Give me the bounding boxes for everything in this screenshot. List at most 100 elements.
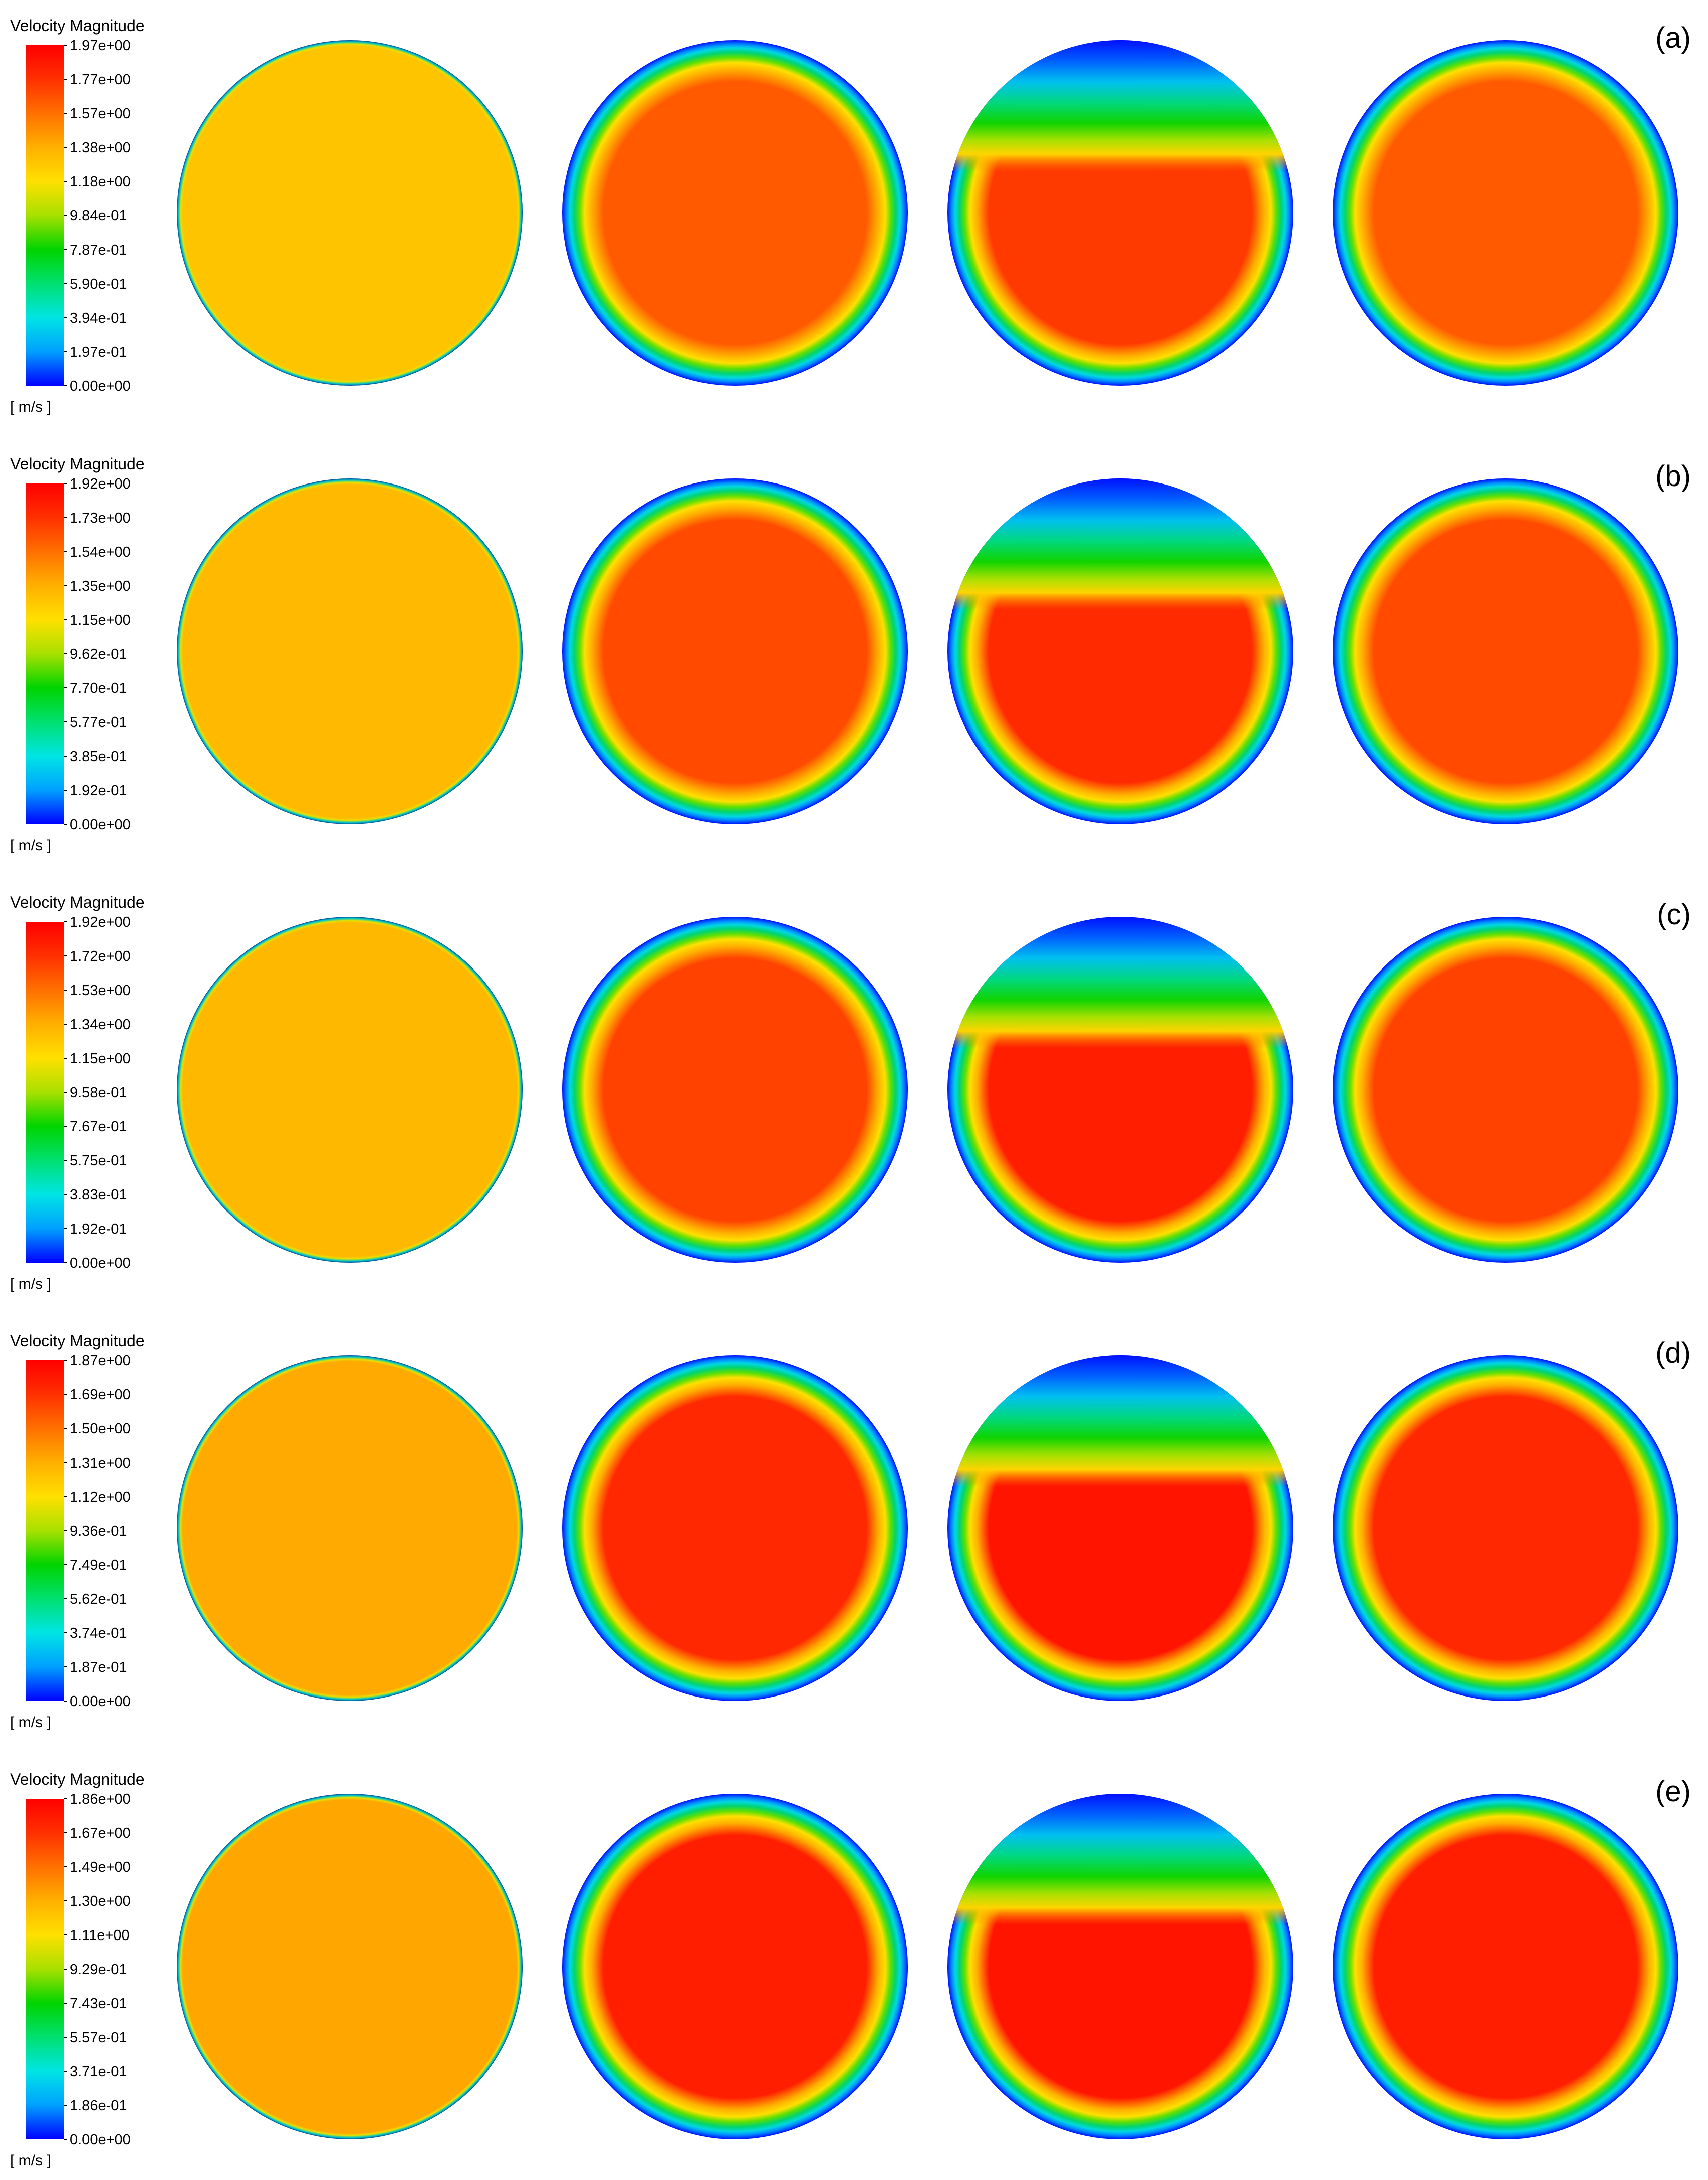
contour-disc-developed — [562, 917, 908, 1263]
contour-row: Velocity Magnitude 1.87e+00 1.69e+00 1.50e+… — [10, 1332, 1691, 1731]
colorbar-tick-label: 5.77e-01 — [70, 714, 127, 731]
contour-row: Velocity Magnitude 1.92e+00 1.72e+00 1.53e+… — [10, 893, 1691, 1292]
colorbar-tick-label: 1.77e+00 — [70, 72, 131, 88]
contour-disc-developed — [562, 1794, 908, 2139]
colorbar-tick-label: 1.54e+00 — [70, 544, 131, 560]
panel-label: (e) — [1655, 1775, 1691, 1808]
colorbar-tick-label: 7.49e-01 — [70, 1557, 127, 1573]
contour-row: Velocity Magnitude 1.86e+00 1.67e+00 1.49e+… — [10, 1770, 1691, 2169]
low-velocity-zone — [947, 40, 1293, 386]
colorbar-tick-label: 1.92e-01 — [70, 783, 127, 799]
legend-title: Velocity Magnitude — [10, 17, 145, 35]
contour-row: Velocity Magnitude 1.92e+00 1.73e+00 1.54e+… — [10, 455, 1691, 854]
legend-unit: [ m/s ] — [10, 1714, 51, 1731]
colorbar-tick-label: 5.57e-01 — [70, 2030, 127, 2046]
contour-disc-developed — [562, 1355, 908, 1701]
legend-title: Velocity Magnitude — [10, 455, 145, 473]
legend-title: Velocity Magnitude — [10, 893, 145, 911]
panel-label: (a) — [1655, 22, 1691, 54]
colorbar-tick-label: 1.15e+00 — [70, 1051, 131, 1067]
colorbar-tick-label: 7.70e-01 — [70, 680, 127, 696]
colorbar-tick-label: 1.86e-01 — [70, 2098, 127, 2114]
low-velocity-zone — [947, 1355, 1293, 1701]
colorbar — [26, 922, 64, 1263]
colorbar-tick-label: 0.00e+00 — [70, 378, 131, 394]
contour-disc-developed — [562, 40, 908, 386]
legend-unit: [ m/s ] — [10, 1276, 51, 1292]
colorbar — [26, 1360, 64, 1701]
colorbar-tick-label: 1.38e+00 — [70, 140, 131, 156]
colorbar-tick-label: 1.92e+00 — [70, 476, 131, 492]
contour-disc-developed — [562, 478, 908, 824]
colorbar-tick-label: 0.00e+00 — [70, 817, 131, 833]
colorbar-tick-label: 1.87e+00 — [70, 1353, 131, 1369]
colorbar-tick-label: 1.30e+00 — [70, 1893, 131, 1909]
colorbar-tick-label: 1.92e-01 — [70, 1221, 127, 1237]
low-velocity-zone — [947, 917, 1293, 1263]
contour-disc-recovered — [1333, 40, 1678, 386]
colorbar-tick-label: 1.97e+00 — [70, 38, 131, 54]
legend-title: Velocity Magnitude — [10, 1332, 145, 1350]
legend-unit: [ m/s ] — [10, 837, 51, 854]
legend-title: Velocity Magnitude — [10, 1770, 145, 1788]
colorbar-tick-label: 9.58e-01 — [70, 1085, 127, 1101]
legend-unit: [ m/s ] — [10, 399, 51, 415]
colorbar-tick-label: 3.71e-01 — [70, 2064, 127, 2080]
low-velocity-zone — [947, 1794, 1293, 2139]
contour-disc-inlet — [177, 478, 523, 824]
panel-label: (d) — [1655, 1337, 1691, 1369]
colorbar-tick-label: 1.97e-01 — [70, 344, 127, 360]
contour-disc-recovered — [1333, 1355, 1678, 1701]
panel-label: (b) — [1655, 460, 1691, 493]
colorbar-tick-label: 1.67e+00 — [70, 1825, 131, 1841]
legend-unit: [ m/s ] — [10, 2152, 51, 2169]
colorbar-tick-label: 1.53e+00 — [70, 983, 131, 999]
low-velocity-zone — [947, 478, 1293, 824]
colorbar-tick-label: 1.34e+00 — [70, 1017, 131, 1033]
colorbar-tick-label: 1.69e+00 — [70, 1387, 131, 1403]
colorbar-tick-label: 0.00e+00 — [70, 1255, 131, 1271]
contour-disc-inlet — [177, 40, 523, 386]
colorbar-tick-label: 1.49e+00 — [70, 1859, 131, 1875]
colorbar-tick-label: 3.74e-01 — [70, 1625, 127, 1641]
colorbar-tick-label: 9.29e-01 — [70, 1962, 127, 1978]
colorbar-tick-label: 1.87e-01 — [70, 1659, 127, 1675]
colorbar-tick-label: 1.86e+00 — [70, 1791, 131, 1807]
contour-disc-inlet — [177, 1355, 523, 1701]
colorbar-tick-label: 1.73e+00 — [70, 510, 131, 526]
colorbar-tick-label: 7.87e-01 — [70, 242, 127, 258]
colorbar-tick-label: 9.84e-01 — [70, 208, 127, 224]
colorbar-tick-label: 1.57e+00 — [70, 106, 131, 122]
colorbar-tick-label: 1.31e+00 — [70, 1455, 131, 1471]
colorbar-tick-label: 9.62e-01 — [70, 646, 127, 662]
contour-disc-inlet — [177, 1794, 523, 2139]
colorbar-tick-label: 1.72e+00 — [70, 948, 131, 964]
colorbar-tick-label: 1.50e+00 — [70, 1421, 131, 1437]
colorbar-tick-label: 7.67e-01 — [70, 1119, 127, 1135]
colorbar-tick-label: 0.00e+00 — [70, 2132, 131, 2148]
colorbar-tick-label: 1.35e+00 — [70, 578, 131, 594]
colorbar-tick-label: 1.12e+00 — [70, 1489, 131, 1505]
contour-rows: Velocity Magnitude 1.97e+00 1.77e+00 1.57e+… — [10, 17, 1691, 2169]
contour-disc-inlet — [177, 917, 523, 1263]
colorbar-tick-label: 3.83e-01 — [70, 1187, 127, 1203]
colorbar-tick-label: 3.94e-01 — [70, 310, 127, 326]
colorbar — [26, 1799, 64, 2139]
panel-label: (c) — [1657, 898, 1691, 931]
colorbar-tick-label: 7.43e-01 — [70, 1996, 127, 2012]
colorbar — [26, 45, 64, 386]
colorbar-tick-label: 3.85e-01 — [70, 749, 127, 765]
colorbar-tick-label: 1.11e+00 — [70, 1927, 130, 1944]
colorbar-tick-label: 5.75e-01 — [70, 1153, 127, 1169]
colorbar-tick-label: 1.15e+00 — [70, 612, 131, 628]
contour-disc-recovered — [1333, 917, 1678, 1263]
colorbar-tick-label: 5.90e-01 — [70, 276, 127, 292]
colorbar-tick-label: 9.36e-01 — [70, 1523, 127, 1539]
colorbar-tick-label: 5.62e-01 — [70, 1591, 127, 1607]
contour-disc-recovered — [1333, 478, 1678, 824]
contour-row: Velocity Magnitude 1.97e+00 1.77e+00 1.57e+… — [10, 17, 1691, 415]
colorbar-tick-label: 0.00e+00 — [70, 1693, 131, 1710]
colorbar — [26, 483, 64, 824]
colorbar-tick-label: 1.92e+00 — [70, 914, 131, 930]
